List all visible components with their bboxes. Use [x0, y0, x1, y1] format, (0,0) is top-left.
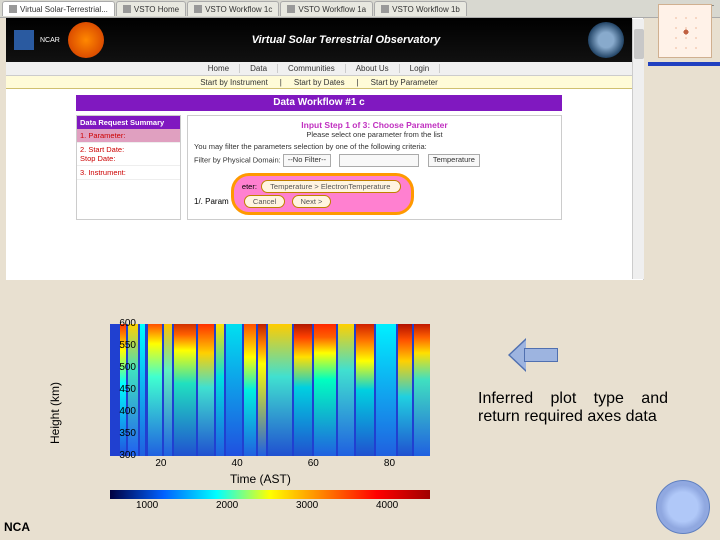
x-tick: 60 [308, 458, 319, 469]
tab-label: VSTO Workflow 1a [298, 5, 366, 14]
x-tick: 80 [384, 458, 395, 469]
nav-communities[interactable]: Communities [278, 64, 346, 73]
tab-label: VSTO Workflow 1b [392, 5, 460, 14]
request-summary: Data Request Summary 1. Parameter: 2. St… [76, 115, 181, 220]
cancel-button[interactable]: Cancel [244, 195, 285, 208]
nav-by-dates[interactable]: Start by Dates [288, 78, 351, 87]
y-axis-label: Height (km) [48, 382, 62, 444]
y-tick: 450 [119, 384, 136, 395]
colorbar-tick: 4000 [376, 500, 398, 511]
earth-icon [588, 22, 624, 58]
tab-1[interactable]: VSTO Home [116, 1, 186, 16]
colorbar-tick: 3000 [296, 500, 318, 511]
workflow-title: Data Workflow #1 c [76, 95, 562, 111]
param-prefix: 1/. Param [194, 197, 229, 206]
x-tick: 20 [155, 458, 166, 469]
temperature-chip[interactable]: Temperature [428, 154, 480, 167]
height-time-heatmap: Height (km) 600550500450400350300 204060… [30, 324, 460, 504]
param-label: eter: [242, 182, 257, 191]
y-tick: 500 [119, 362, 136, 373]
sun-icon [68, 22, 104, 58]
step-subtitle: Please select one parameter from the lis… [194, 130, 555, 139]
nav-login[interactable]: Login [400, 64, 441, 73]
nav-home[interactable]: Home [198, 64, 240, 73]
tab-0[interactable]: Virtual Solar-Terrestrial... [2, 1, 115, 16]
nav-by-instrument[interactable]: Start by Instrument [194, 78, 274, 87]
site-banner: NCAR Virtual Solar Terrestrial Observato… [6, 18, 632, 62]
ncar-logo-icon [14, 30, 34, 50]
summary-row-instrument[interactable]: 3. Instrument: [77, 166, 180, 180]
tab-label: VSTO Workflow 1c [205, 5, 272, 14]
next-button[interactable]: Next > [292, 195, 332, 208]
tab-2[interactable]: VSTO Workflow 1c [187, 1, 279, 16]
y-tick: 350 [119, 428, 136, 439]
filter-label: Filter by Physical Domain: [194, 155, 281, 164]
ncar-corner-text: NCA [4, 520, 30, 534]
filter-instruction: You may filter the parameters selection … [194, 142, 555, 151]
nav-by-parameter[interactable]: Start by Parameter [365, 78, 444, 87]
summary-header: Data Request Summary [77, 116, 180, 129]
site-title: Virtual Solar Terrestrial Observatory [112, 34, 580, 46]
nav-data[interactable]: Data [240, 64, 278, 73]
y-tick: 400 [119, 406, 136, 417]
nav-about[interactable]: About Us [346, 64, 400, 73]
y-tick: 300 [119, 450, 136, 461]
filter-select[interactable]: --No Filter-- [283, 154, 331, 167]
colorbar [110, 490, 430, 499]
y-tick: 550 [119, 340, 136, 351]
org-name: NCAR [40, 37, 60, 44]
x-axis-label: Time (AST) [230, 472, 291, 486]
tab-4[interactable]: VSTO Workflow 1b [374, 1, 467, 16]
input-panel: Input Step 1 of 3: Choose Parameter Plea… [187, 115, 562, 220]
primary-nav: Home Data Communities About Us Login [6, 62, 632, 76]
corner-logo-bottom [656, 480, 710, 534]
tab-label: Virtual Solar-Terrestrial... [20, 5, 108, 14]
step-title: Input Step 1 of 3: Choose Parameter [194, 120, 555, 130]
second-select[interactable] [339, 154, 419, 167]
colorbar-tick: 1000 [136, 500, 158, 511]
tab-label: VSTO Home [134, 5, 179, 14]
y-tick: 600 [119, 318, 136, 329]
parameter-value[interactable]: Temperature > ElectronTemperature [261, 180, 401, 193]
highlighted-selection: eter: Temperature > ElectronTemperature … [231, 173, 414, 215]
arrow-left-icon [510, 340, 560, 370]
corner-logo-top [658, 4, 712, 58]
colorbar-tick: 2000 [216, 500, 238, 511]
browser-tabs: Virtual Solar-Terrestrial... VSTO Home V… [0, 0, 720, 18]
summary-row-parameter[interactable]: 1. Parameter: [77, 129, 180, 143]
summary-row-dates[interactable]: 2. Start Date: Stop Date: [77, 143, 180, 166]
annotation-text: Inferred plot type and return required a… [478, 390, 668, 427]
tab-3[interactable]: VSTO Workflow 1a [280, 1, 373, 16]
secondary-nav: Start by Instrument | Start by Dates | S… [6, 76, 632, 89]
x-tick: 40 [232, 458, 243, 469]
